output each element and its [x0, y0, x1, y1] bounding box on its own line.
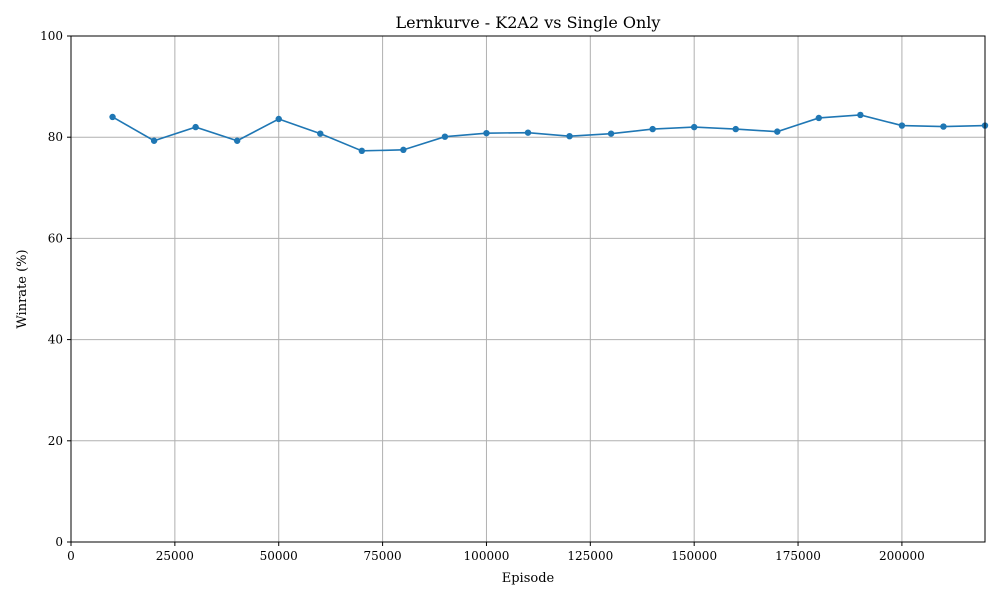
x-tick-label: 125000 — [567, 549, 613, 563]
chart-title: Lernkurve - K2A2 vs Single Only — [396, 13, 661, 32]
data-point — [898, 122, 906, 129]
y-axis-label: Winrate (%) — [15, 249, 30, 328]
grid-lines — [70, 35, 985, 543]
data-point — [940, 123, 947, 130]
data-point — [857, 111, 864, 119]
data-point — [649, 125, 656, 133]
data-point — [483, 129, 490, 137]
data-point — [233, 137, 241, 144]
data-point — [317, 130, 324, 137]
data-point — [400, 146, 407, 154]
data-point — [607, 130, 615, 137]
x-axis-label: Episode — [502, 571, 555, 586]
x-axis-ticks: 0 25000 50000 75000 100000 125000 150000 175000… — [67, 542, 925, 563]
data-point — [150, 137, 158, 144]
data-point — [275, 115, 282, 123]
y-axis-ticks: 0 20 40 60 80 100 — [40, 29, 71, 549]
x-tick-label: 50000 — [260, 549, 298, 563]
x-tick-label: 100000 — [464, 549, 510, 563]
y-tick-label: 80 — [48, 130, 63, 144]
y-tick-label: 100 — [40, 29, 63, 43]
x-tick-label: 150000 — [671, 549, 717, 563]
data-point — [358, 147, 366, 155]
y-tick-label: 60 — [48, 231, 63, 245]
data-point — [732, 125, 739, 133]
x-tick-label: 0 — [67, 549, 75, 563]
x-tick-label: 200000 — [879, 549, 925, 563]
data-point — [524, 129, 532, 136]
y-tick-label: 40 — [48, 333, 63, 347]
data-point — [815, 114, 823, 122]
x-tick-label: 75000 — [363, 549, 401, 563]
data-point — [192, 123, 199, 131]
data-point — [441, 133, 449, 140]
x-tick-label: 25000 — [156, 549, 194, 563]
data-point — [690, 123, 698, 131]
winrate-series-points — [109, 111, 989, 155]
plot-area-frame — [70, 35, 986, 543]
data-point — [566, 132, 573, 140]
data-point — [109, 113, 116, 121]
x-tick-label: 175000 — [775, 549, 821, 563]
winrate-series-line — [112, 114, 986, 152]
data-point — [774, 128, 781, 135]
y-tick-label: 0 — [55, 535, 63, 549]
y-tick-label: 20 — [48, 434, 63, 448]
